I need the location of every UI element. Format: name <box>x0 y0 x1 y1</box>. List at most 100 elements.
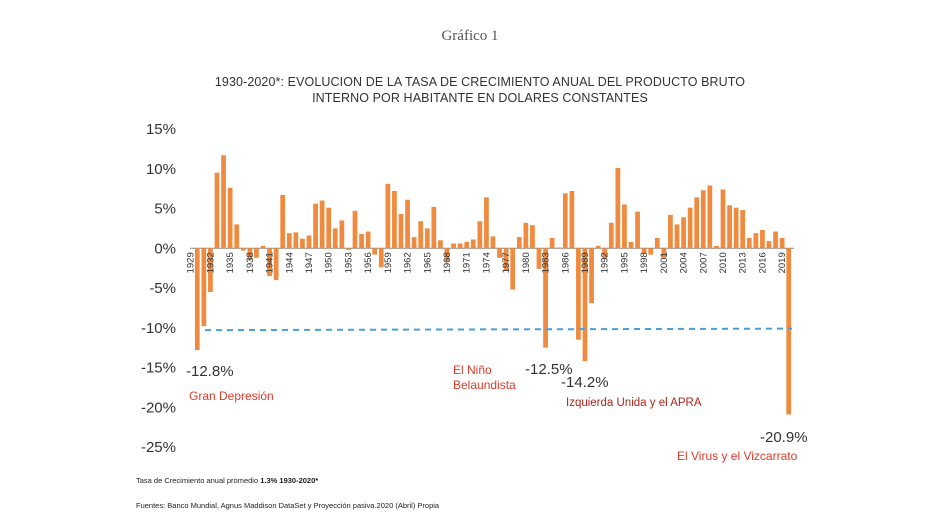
bar-2004 <box>681 217 686 249</box>
bar-1992 <box>602 248 608 259</box>
bar-1932 <box>208 248 213 292</box>
bar-2020 <box>786 248 792 415</box>
bar-2016 <box>760 229 765 249</box>
bar-1954 <box>352 210 358 249</box>
bar-1961 <box>398 214 404 249</box>
bar-2018 <box>773 231 778 249</box>
annotation-value-1983: -12.5% <box>525 361 573 378</box>
bar-1990 <box>589 248 594 304</box>
x-tick-label: 2001 <box>659 252 670 273</box>
bar-1947 <box>306 235 312 249</box>
bar-2009 <box>714 245 719 249</box>
bar-2005 <box>687 207 693 249</box>
bar-1948 <box>313 203 318 249</box>
bar-1984 <box>549 237 555 249</box>
bar-2017 <box>766 241 772 249</box>
bar-2008 <box>707 185 713 249</box>
bar-1987 <box>569 191 575 249</box>
x-tick-label: 2007 <box>698 252 709 273</box>
bar-1994 <box>615 167 621 249</box>
x-tick-label: 1941 <box>265 252 276 273</box>
bar-1935 <box>227 187 233 249</box>
x-tick-label: 1986 <box>560 252 571 273</box>
x-tick-label: 1944 <box>284 252 295 273</box>
sources-note: Fuentes: Banco Mundial, Agnus Maddison D… <box>136 501 440 510</box>
bar-2010 <box>720 189 726 249</box>
bar-1959 <box>385 183 391 249</box>
x-tick-label: 1947 <box>304 252 315 273</box>
slide-heading: Gráfico 1 <box>441 28 499 44</box>
bar-1999 <box>648 248 654 255</box>
bar-1996 <box>628 241 634 249</box>
x-tick-label: 1971 <box>462 252 473 273</box>
bar-1975 <box>490 236 496 249</box>
y-tick-label: -5% <box>149 280 176 297</box>
bar-1983 <box>543 248 548 348</box>
y-tick-label: 10% <box>146 161 176 178</box>
chart-title: 1930-2020*: EVOLUCION DE LA TASA DE CREC… <box>200 74 760 106</box>
bar-2011 <box>727 205 732 249</box>
average-footnote: Tasa de Crecimiento anual promedio 1.3% … <box>136 476 318 485</box>
x-tick-label: 1974 <box>481 252 492 273</box>
bar-2003 <box>674 224 680 249</box>
y-tick-label: 5% <box>154 201 176 218</box>
x-tick-label: 1950 <box>324 252 335 273</box>
bar-1937 <box>240 248 246 251</box>
bar-1980 <box>523 222 529 249</box>
x-tick-label: 2019 <box>777 252 788 273</box>
bar-1997 <box>635 211 640 249</box>
bar-1940 <box>260 245 266 249</box>
y-tick-label: -25% <box>141 439 176 456</box>
bar-1930 <box>194 248 200 351</box>
x-tick-label: 1956 <box>363 252 374 273</box>
bar-2014 <box>746 237 752 249</box>
bar-1988 <box>576 248 581 340</box>
bar-1998 <box>641 248 647 254</box>
bar-1944 <box>286 233 292 249</box>
x-tick-label: 2010 <box>718 252 729 273</box>
x-tick-label: 2013 <box>738 252 749 273</box>
bar-1933 <box>214 172 220 249</box>
bar-1962 <box>405 199 410 249</box>
bar-1964 <box>418 221 424 249</box>
bar-1995 <box>622 204 627 249</box>
x-tick-label: 1995 <box>619 252 630 273</box>
x-tick-label: 1983 <box>541 252 552 273</box>
bar-1945 <box>293 232 299 249</box>
x-tick-label: 1992 <box>600 252 611 273</box>
bar-1938 <box>247 248 253 261</box>
y-tick-label: 0% <box>154 240 176 257</box>
x-tick-label: 1932 <box>205 252 216 273</box>
bar-1953 <box>346 248 351 250</box>
bar-1986 <box>562 193 568 249</box>
bar-1978 <box>510 248 516 290</box>
x-tick-label: 1977 <box>501 252 512 273</box>
bar-1965 <box>424 228 430 249</box>
x-tick-label: 1998 <box>639 252 650 273</box>
x-tick-label: 1980 <box>521 252 532 273</box>
bar-1977 <box>503 248 509 271</box>
bar-1966 <box>431 206 437 249</box>
bar-1991 <box>595 245 601 249</box>
bar-1993 <box>608 222 614 249</box>
bar-2015 <box>753 233 759 249</box>
bar-1956 <box>365 231 371 249</box>
x-tick-label: 1962 <box>403 252 414 273</box>
x-tick-label: 1959 <box>383 252 394 273</box>
annotation-value-2020: -20.9% <box>760 429 808 446</box>
y-tick-label: 15% <box>146 121 176 138</box>
bar-1973 <box>477 221 483 249</box>
bar-2002 <box>668 214 673 249</box>
bar-1985 <box>556 247 562 249</box>
bar-1971 <box>464 241 470 249</box>
bar-1976 <box>497 248 502 258</box>
bar-2006 <box>694 197 700 249</box>
bar-1979 <box>516 237 522 249</box>
x-tick-label: 1929 <box>186 252 197 273</box>
chart-title-line-1: 1930-2020*: EVOLUCION DE LA TASA DE CREC… <box>214 75 746 89</box>
bar-1960 <box>392 191 397 249</box>
bar-2007 <box>700 190 706 249</box>
x-tick-label: 1953 <box>343 252 354 273</box>
bar-1934 <box>221 155 226 249</box>
